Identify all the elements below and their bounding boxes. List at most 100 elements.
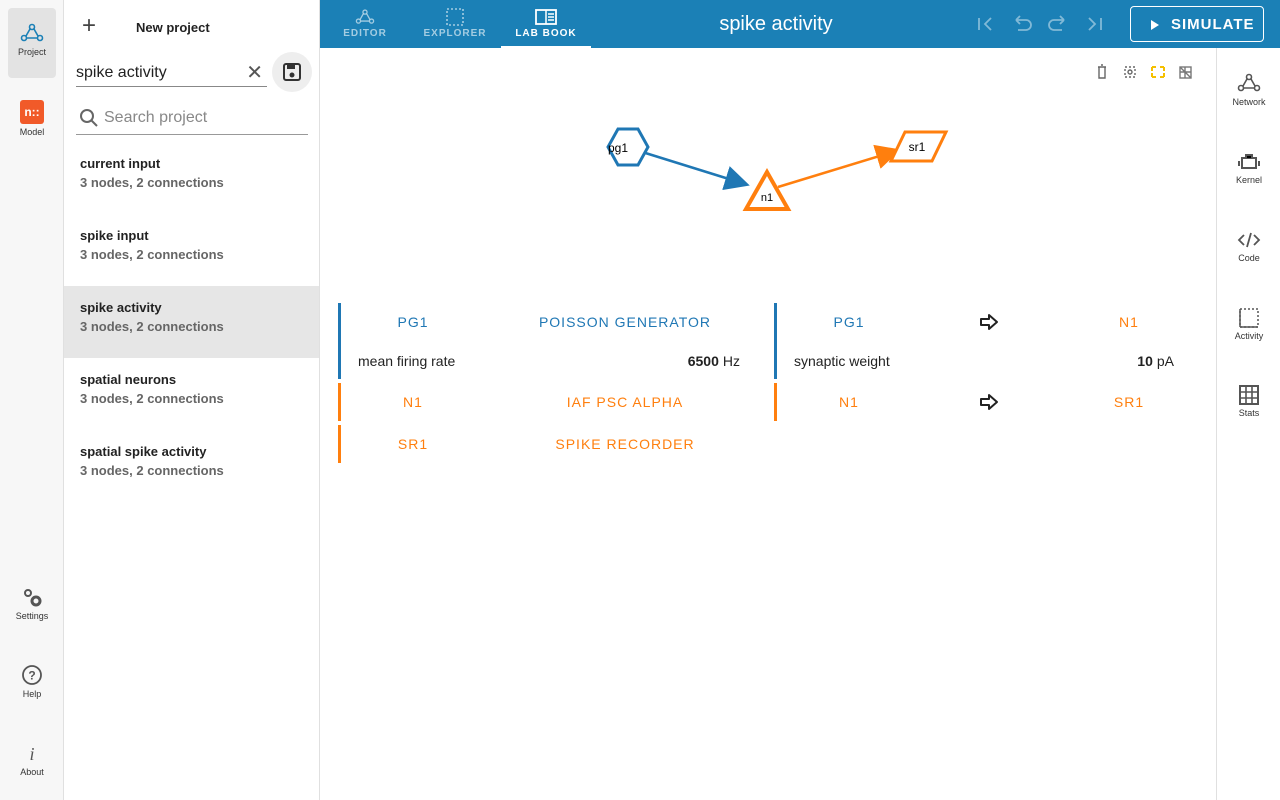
icon xyxy=(1151,20,1159,30)
icon: ? xyxy=(22,665,42,685)
rnav-label: Stats xyxy=(1238,408,1260,418)
node-id: SR1 xyxy=(397,436,429,452)
node-model: POISSON GENERATOR xyxy=(538,314,712,330)
node-shape[interactable] xyxy=(606,127,650,167)
search-placeholder: Search project xyxy=(104,109,208,126)
project-info: 3 nodes, 2 connections xyxy=(80,391,224,406)
param-value: 6500 Hz xyxy=(688,353,740,369)
param-number: 6500 xyxy=(687,353,719,369)
search-input[interactable]: Search project xyxy=(76,104,308,135)
node-shape[interactable] xyxy=(888,130,949,163)
right-nav: Network Kernel Code Activity Stats xyxy=(1216,48,1280,800)
connection-edge[interactable] xyxy=(638,149,750,190)
project-name: spatial spike activity xyxy=(80,444,207,459)
project-name: spike input xyxy=(80,228,149,243)
rnav-kernel[interactable]: Kernel xyxy=(1217,152,1280,185)
project-item[interactable]: spatial spike activity 3 nodes, 2 connect… xyxy=(64,430,319,502)
rnav-label: Activity xyxy=(1234,331,1264,341)
connection-row[interactable]: N1 SR1 xyxy=(774,383,1194,421)
icon xyxy=(1239,308,1259,328)
nav-project[interactable]: Project xyxy=(8,8,56,78)
node-row[interactable]: PG1 POISSON GENERATOR mean firing rate 6500… xyxy=(338,303,748,379)
node-row[interactable]: N1 IAF PSC ALPHA xyxy=(338,383,748,421)
node-row[interactable]: SR1 SPIKE RECORDER xyxy=(338,425,748,463)
network-graph: pg1 n1 sr1 xyxy=(606,127,949,211)
project-item[interactable]: spatial neurons 3 nodes, 2 connections xyxy=(64,358,319,430)
project-name: spike activity xyxy=(76,64,167,81)
nav-label: About xyxy=(20,767,44,777)
toolbar-title: spike activity xyxy=(719,13,833,35)
icon xyxy=(20,23,44,42)
project-name: spike activity xyxy=(80,300,162,315)
connection-row[interactable]: PG1 N1 synaptic weight 10 pA xyxy=(774,303,1194,379)
param-unit: pA xyxy=(1156,353,1174,369)
toolbar: EDITOR EXPLORER LAB BOOK spike activity … xyxy=(320,0,1280,48)
project-info: 3 nodes, 2 connections xyxy=(80,319,224,334)
arrow-icon xyxy=(978,312,1000,335)
node-label: pg1 xyxy=(608,141,628,155)
icon xyxy=(80,109,98,127)
rnav-label: Kernel xyxy=(1235,175,1262,185)
icon xyxy=(1237,232,1261,248)
project-item[interactable]: spike activity 3 nodes, 2 connections xyxy=(64,286,319,358)
connection-target: N1 xyxy=(1119,314,1139,330)
rnav-code[interactable]: Code xyxy=(1217,230,1280,263)
connection-source: PG1 xyxy=(833,314,865,330)
nav-settings[interactable]: Settings xyxy=(8,572,56,642)
graph-tools xyxy=(1098,64,1192,79)
param-unit: Hz xyxy=(722,353,740,369)
add-icon[interactable]: + xyxy=(82,12,97,39)
node-shape[interactable] xyxy=(742,167,792,211)
history-buttons xyxy=(978,15,1102,31)
node-label: n1 xyxy=(761,192,773,204)
rnav-label: Network xyxy=(1232,97,1266,107)
icon xyxy=(283,63,301,81)
new-project[interactable]: New project xyxy=(136,20,210,35)
project-item[interactable]: spike input 3 nodes, 2 connections xyxy=(64,214,319,286)
icon: i xyxy=(29,744,34,764)
rnav-activity[interactable]: Activity xyxy=(1217,308,1280,341)
node-id: N1 xyxy=(403,394,423,410)
connection-source: N1 xyxy=(839,394,859,410)
project-info: 3 nodes, 2 connections xyxy=(80,175,224,190)
tab-label: EDITOR xyxy=(343,28,387,39)
simulate-label: SIMULATE xyxy=(1171,16,1255,33)
icon xyxy=(446,8,464,26)
tab[interactable]: LAB BOOK xyxy=(501,0,591,48)
connection-edge[interactable] xyxy=(777,144,901,189)
icon xyxy=(1238,154,1260,169)
rnav-label: Code xyxy=(1238,253,1260,263)
param-name: synaptic weight xyxy=(794,353,890,369)
arrow-icon xyxy=(978,392,1000,415)
node-model: IAF PSC ALPHA xyxy=(566,394,684,410)
tab[interactable]: EDITOR xyxy=(320,0,410,48)
param-value: 10 pA xyxy=(1137,353,1174,369)
tab-label: EXPLORER xyxy=(423,28,487,39)
nav-about[interactable]: i About xyxy=(8,728,56,798)
project-name: current input xyxy=(80,156,161,171)
connection-target: SR1 xyxy=(1113,394,1145,410)
nav-label: Project xyxy=(17,47,46,57)
rnav-stats[interactable]: Stats xyxy=(1217,385,1280,418)
nav-label: Settings xyxy=(15,611,49,621)
rnav-network[interactable]: Network xyxy=(1217,72,1280,107)
nav-help[interactable]: ? Help xyxy=(8,650,56,720)
tab[interactable]: EXPLORER xyxy=(410,0,500,48)
project-panel: + New project spike activity ✕ Search pr… xyxy=(64,0,320,800)
nav-model[interactable]: n:: Model xyxy=(8,86,56,156)
icon xyxy=(535,9,557,25)
project-name-input[interactable]: spike activity ✕ xyxy=(76,60,267,87)
save-button[interactable] xyxy=(272,52,312,92)
icon xyxy=(1237,73,1261,92)
icon xyxy=(355,9,375,24)
simulate-button[interactable]: SIMULATE xyxy=(1130,6,1264,42)
project-info: 3 nodes, 2 connections xyxy=(80,463,224,478)
project-name: spatial neurons xyxy=(80,372,177,387)
nav-label: Model xyxy=(19,127,45,137)
project-item[interactable]: current input 3 nodes, 2 connections xyxy=(64,142,319,214)
node-label: sr1 xyxy=(909,140,926,154)
node-model: SPIKE RECORDER xyxy=(555,436,695,452)
svg-text:i: i xyxy=(29,744,34,764)
